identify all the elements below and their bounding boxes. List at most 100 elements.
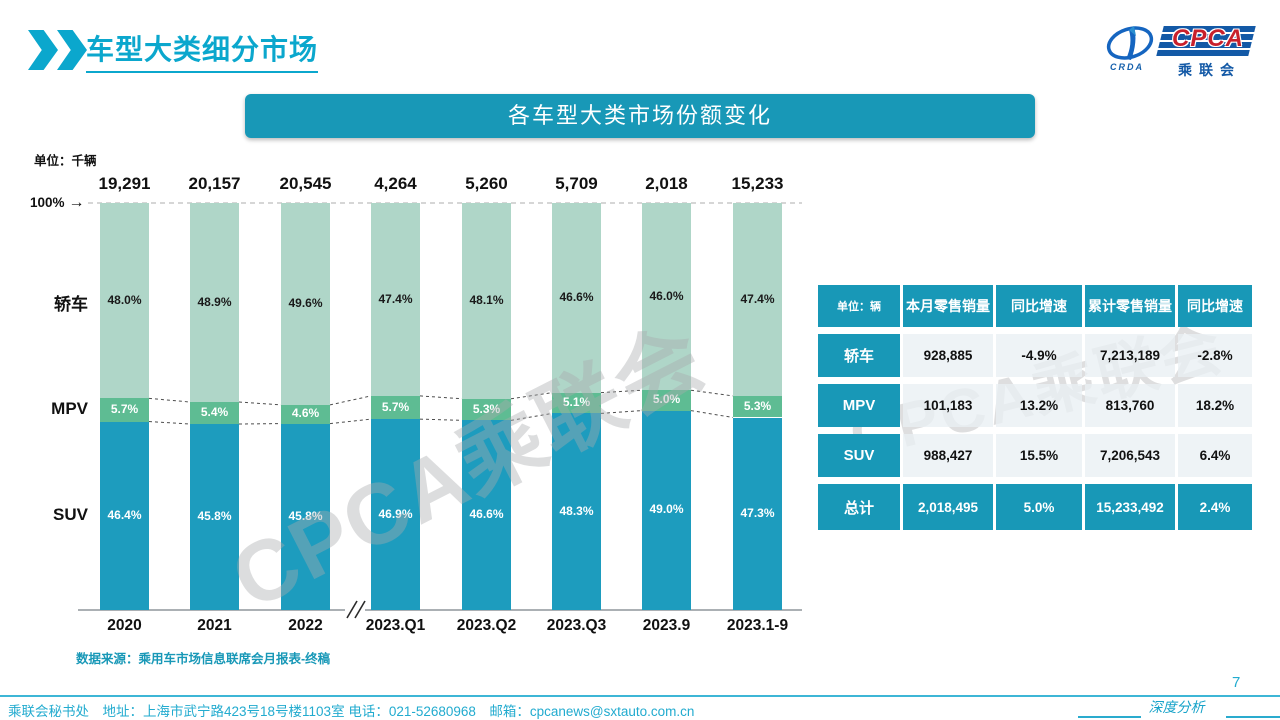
segment-value-label: 46.6%	[559, 289, 594, 304]
table-data-cell: 6.4%	[1178, 434, 1252, 477]
bar-segment-SUV	[190, 424, 239, 611]
x-axis-label: 2023.Q3	[546, 617, 607, 634]
table-header-row: 单位：辆 本月零售销量 同比增速 累计零售销量 同比增速	[818, 285, 1252, 327]
bar-segment-轿车	[281, 203, 330, 405]
bar-segment-MPV	[371, 395, 420, 420]
table-header-cell: 本月零售销量	[903, 285, 993, 327]
table-data-cell: 18.2%	[1178, 384, 1252, 427]
segment-value-label: 5.1%	[562, 395, 591, 409]
x-axis-label: 2022	[288, 617, 323, 634]
page-title: 车型大类细分市场	[86, 28, 319, 73]
bar-segment-MPV	[281, 404, 330, 424]
data-source-note: 数据来源：乘用车市场信息联席会月报表-终稿	[76, 652, 331, 666]
segment-value-label: 46.6%	[469, 507, 504, 522]
table-data-cell: 15.5%	[996, 434, 1082, 477]
logo-crda-text: CRDA	[1110, 62, 1144, 72]
section-banner: 各车型大类市场份额变化	[245, 94, 1035, 138]
row-label-cell: 总计	[818, 484, 900, 530]
table-data-cell: 101,183	[903, 384, 993, 427]
segment-value-label: 47.4%	[740, 291, 775, 306]
table-header-cell: 同比增速	[1178, 285, 1252, 327]
bar-segment-SUV	[462, 420, 511, 610]
table-row: SUV 988,427 15.5% 7,206,543 6.4%	[818, 434, 1252, 477]
bar-total-label: 20,545	[279, 174, 332, 193]
bar-segment-SUV	[100, 421, 149, 611]
segment-value-label: 4.6%	[291, 406, 320, 421]
bar-segment-轿车	[100, 203, 149, 399]
row-label-cell: MPV	[818, 384, 900, 427]
x-axis-label: 2023.Q1	[365, 617, 426, 634]
chevron-right-icon	[28, 30, 58, 70]
cpca-logo: CRDA CPCA 乘联会	[1104, 20, 1256, 80]
hundred-percent-label: 100%	[30, 195, 65, 210]
segment-value-label: 5.7%	[381, 399, 410, 414]
table-data-cell: 928,885	[903, 334, 993, 377]
table-data-cell: -4.9%	[996, 334, 1082, 377]
segment-value-label: 49.6%	[288, 295, 323, 310]
unit-label: 单位：千辆	[34, 154, 97, 168]
report-label-group: 深度分析报告	[1078, 697, 1280, 720]
bar-segment-MPV	[190, 402, 239, 424]
segment-value-label: 5.4%	[200, 405, 229, 419]
chevron-right-icon	[57, 30, 87, 70]
table-data-cell: 7,206,543	[1085, 434, 1175, 477]
bar-segment-MPV	[100, 398, 149, 422]
table-data-cell: 2.4%	[1178, 484, 1252, 530]
sales-summary-table: 单位：辆 本月零售销量 同比增速 累计零售销量 同比增速 轿车 928,885 -4.9% 7,…	[818, 285, 1252, 537]
bar-segment-轿车	[462, 203, 511, 399]
row-label-cell: SUV	[818, 434, 900, 477]
arrow-right-icon: →	[68, 194, 85, 211]
logo-cn-text: 乘联会	[1178, 62, 1241, 78]
x-axis-label: 2020	[107, 617, 142, 634]
category-label-MPV: MPV	[51, 399, 88, 418]
segment-value-label: 5.3%	[472, 401, 501, 416]
decorative-line	[1078, 716, 1141, 718]
segment-value-label: 45.8%	[288, 508, 323, 523]
bar-total-label: 2,018	[645, 174, 688, 193]
segment-value-label: 49.0%	[649, 502, 684, 517]
bar-segment-MPV	[733, 395, 782, 418]
report-type-label: 深度分析报告	[1148, 700, 1205, 716]
segment-value-label: 48.9%	[197, 294, 232, 309]
segment-value-label: 46.0%	[649, 288, 684, 303]
row-label-cell: 轿车	[818, 334, 900, 377]
bar-segment-轿车	[371, 203, 420, 396]
x-axis-label: 2023.1-9	[726, 617, 789, 634]
bar-total-label: 15,233	[731, 174, 784, 193]
logo-cpca-text: CPCA	[1171, 25, 1244, 52]
table-data-cell: 813,760	[1085, 384, 1175, 427]
table-data-cell: -2.8%	[1178, 334, 1252, 377]
footer-divider	[0, 695, 1280, 697]
category-label-轿车: 轿车	[54, 295, 88, 314]
table-header-cell: 单位：辆	[818, 285, 900, 327]
segment-value-label: 48.3%	[559, 503, 594, 518]
cpca-emblem-icon	[1106, 26, 1154, 60]
bar-segment-SUV	[733, 417, 782, 610]
table-header-cell: 累计零售销量	[1085, 285, 1175, 327]
bar-segment-MPV	[552, 392, 601, 414]
hundred-percent-marker: 100% →	[30, 194, 85, 212]
bar-segment-SUV	[371, 419, 420, 610]
table-data-cell: 13.2%	[996, 384, 1082, 427]
bar-segment-SUV	[552, 413, 601, 610]
bar-segment-SUV	[281, 423, 330, 610]
table-data-cell: 988,427	[903, 434, 993, 477]
bar-segment-轿车	[642, 203, 691, 391]
segment-value-label: 46.9%	[378, 506, 413, 521]
footer-contact-info: 乘联会秘书处 地址：上海市武宁路423号18号楼1103室 电话：021-526…	[8, 704, 695, 719]
segment-value-label: 45.8%	[197, 509, 232, 524]
bar-segment-SUV	[642, 410, 691, 610]
x-axis-label: 2023.9	[642, 617, 691, 634]
bar-segment-MPV	[462, 398, 511, 421]
segment-value-label: 5.0%	[652, 392, 681, 407]
table-data-cell: 2,018,495	[903, 484, 993, 530]
bar-total-label: 20,157	[188, 174, 241, 193]
bar-total-label: 5,709	[555, 174, 598, 193]
table-row: 轿车 928,885 -4.9% 7,213,189 -2.8%	[818, 334, 1252, 377]
x-axis-label: 2021	[197, 617, 232, 634]
bar-total-label: 4,264	[374, 174, 417, 193]
bar-total-label: 5,260	[465, 174, 508, 193]
bar-segment-轿车	[552, 203, 601, 393]
table-data-cell: 7,213,189	[1085, 334, 1175, 377]
